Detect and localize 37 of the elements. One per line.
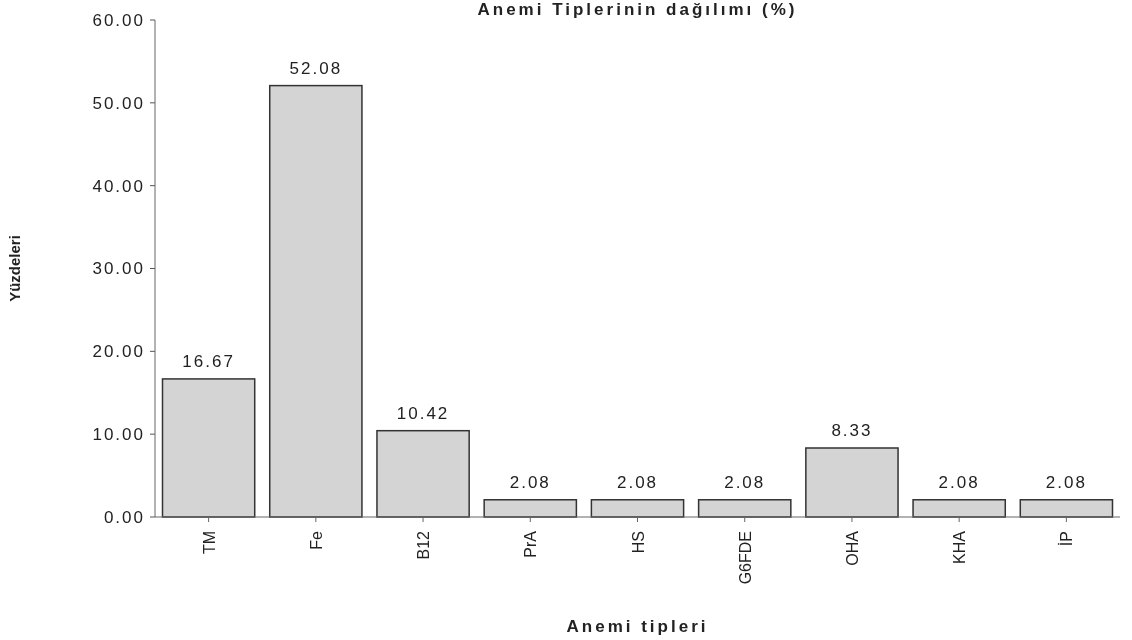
- data-label: 2.08: [938, 472, 980, 492]
- y-axis-title: Yüzdeleri: [6, 235, 23, 302]
- bar: [1019, 499, 1114, 518]
- x-tick-label: İP: [1057, 531, 1076, 547]
- bar: [912, 499, 1007, 518]
- data-label: 52.08: [289, 58, 343, 78]
- x-tick-label: KHA: [951, 530, 969, 564]
- x-tick-label: Fe: [307, 530, 325, 550]
- x-tick-label: TM: [200, 531, 218, 555]
- x-tick-label: G6FDE: [736, 531, 754, 585]
- y-tick-label: 10.00: [92, 425, 145, 445]
- y-tick-label: 0.00: [103, 507, 145, 527]
- x-tick-label: B12: [415, 530, 433, 560]
- bar: [805, 447, 899, 518]
- bar: [161, 378, 256, 518]
- data-label: 10.42: [396, 403, 450, 423]
- bar: [268, 84, 363, 518]
- bar: [376, 429, 470, 518]
- x-tick-label: PrA: [522, 530, 540, 558]
- data-label: 8.33: [831, 421, 873, 440]
- data-label: 2.08: [724, 472, 766, 492]
- data-label: 2.08: [616, 472, 659, 492]
- x-axis-title: Anemi tipleri: [566, 617, 709, 636]
- data-label: 2.08: [509, 472, 551, 492]
- y-tick-label: 60.00: [92, 10, 145, 30]
- chart-title: Anemi Tiplerinin dağılımı (%): [477, 0, 798, 19]
- bar: [483, 499, 578, 518]
- data-label: 16.67: [182, 351, 235, 371]
- y-tick-label: 30.00: [92, 259, 145, 279]
- bar: [590, 499, 685, 518]
- x-tick-label: OHA: [843, 530, 861, 566]
- x-tick-label: HS: [629, 531, 647, 554]
- y-tick-label: 40.00: [92, 176, 145, 196]
- y-tick-label: 50.00: [92, 93, 145, 113]
- y-tick-label: 20.00: [92, 342, 145, 362]
- bar: [697, 499, 792, 518]
- data-label: 2.08: [1045, 472, 1087, 492]
